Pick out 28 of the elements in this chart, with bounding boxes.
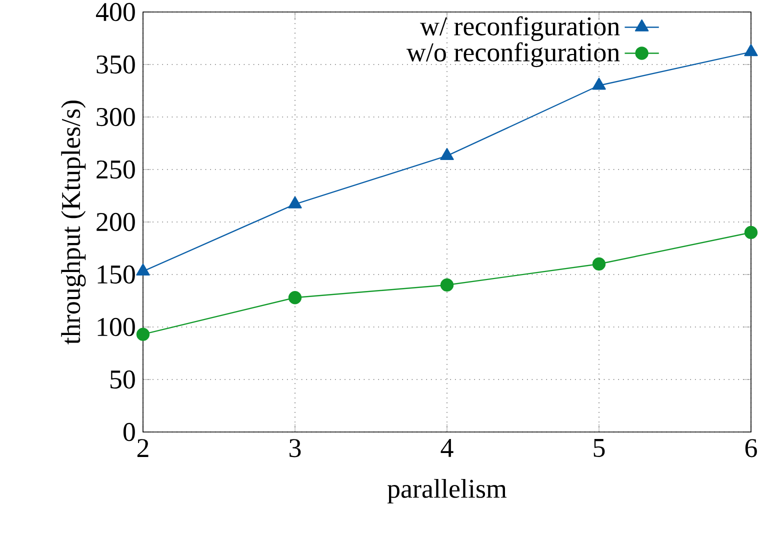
legend-label: w/o reconfiguration — [406, 42, 620, 68]
point — [744, 226, 758, 240]
legend-label: w/ reconfiguration — [420, 16, 620, 42]
point — [136, 264, 150, 276]
x-tick-label: 6 — [745, 439, 757, 458]
y-tick-label: 350 — [96, 55, 135, 74]
point — [136, 328, 150, 341]
point — [592, 78, 606, 90]
y-tick-label: 400 — [96, 2, 135, 22]
y-tick-label: 300 — [96, 108, 135, 126]
y-tick-label: 150 — [98, 265, 135, 284]
x-axis-title: parallelism — [387, 478, 507, 504]
y-axis-title: throughput (Ktuples/s) — [61, 100, 86, 344]
y-tick-label: 50 — [110, 370, 135, 389]
point — [744, 44, 758, 56]
point — [440, 148, 454, 160]
point — [592, 257, 606, 271]
x-tick-label: 4 — [440, 439, 454, 457]
x-tick-label: 2 — [137, 439, 148, 457]
y-tick-label: 0 — [123, 422, 135, 442]
x-tick-label: 3 — [290, 439, 301, 458]
x-tick-label: 5 — [594, 439, 605, 457]
y-tick-label: 100 — [98, 318, 135, 336]
y-tick-label: 250 — [96, 160, 135, 179]
point — [288, 291, 302, 304]
point — [440, 278, 454, 292]
y-tick-label: 200 — [96, 212, 135, 232]
point — [288, 196, 302, 208]
